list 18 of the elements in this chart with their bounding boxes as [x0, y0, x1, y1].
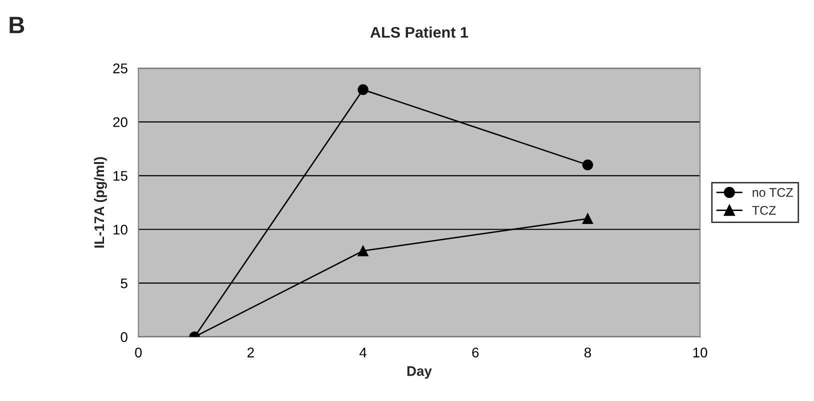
y-tick-label: 25 — [113, 64, 128, 74]
legend-label: no TCZ — [752, 188, 793, 197]
text: B — [10, 16, 24, 34]
x-tick-label: 4 — [360, 348, 366, 358]
x-tick-label: 8 — [584, 348, 591, 358]
y-tick-label: 0 — [120, 332, 128, 342]
y-tick-label: 10 — [114, 224, 128, 235]
legend-label: TCZ — [752, 206, 776, 215]
x-tick-label: 6 — [472, 348, 479, 358]
x-axis-title: Day — [407, 366, 432, 379]
x-tick-label: 2 — [248, 348, 254, 358]
y-tick-label: 5 — [120, 278, 128, 288]
y-tick-label: 20 — [113, 117, 128, 128]
x-tick-label: 0 — [135, 348, 142, 358]
chart-title: ALS Patient 1 — [370, 26, 468, 38]
y-axis-title: IL-17A (pg/ml) — [94, 157, 107, 248]
x-tick-label: 10 — [693, 348, 708, 358]
y-tick-label: 15 — [114, 171, 128, 181]
